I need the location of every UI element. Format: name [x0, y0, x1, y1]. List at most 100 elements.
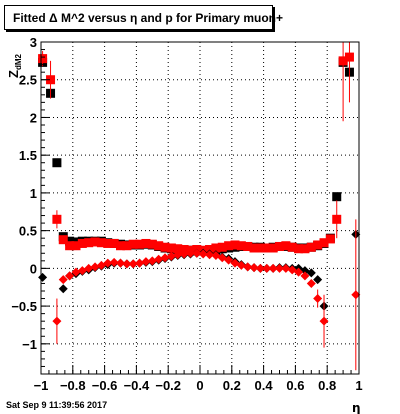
data-point-diamond	[52, 316, 62, 326]
data-point-diamond	[268, 263, 278, 273]
y-tick-label: 2.5	[19, 73, 37, 88]
y-axis-label-sub: dM2	[14, 53, 23, 70]
data-point-square	[338, 56, 348, 66]
x-axis-label: η	[352, 401, 361, 414]
chart-title: Fitted Δ M^2 versus η and p for Primary …	[13, 11, 284, 25]
data-point-diamond	[281, 263, 291, 273]
data-point-square	[249, 243, 259, 253]
data-point-square	[211, 243, 221, 253]
data-point-square	[116, 241, 125, 251]
x-tick-label: 0.6	[286, 378, 304, 393]
data-point-square	[275, 241, 284, 251]
plot-area	[41, 42, 359, 374]
data-point-square	[313, 240, 323, 250]
timestamp: Sat Sep 9 11:39:56 2017	[6, 400, 108, 410]
data-point-square	[255, 243, 265, 253]
data-point-square	[217, 242, 227, 252]
data-point-square	[332, 214, 342, 224]
data-point-square	[96, 238, 106, 248]
data-point-square	[84, 238, 94, 248]
data-point-diamond	[58, 275, 68, 285]
y-tick-label: −0.5	[11, 299, 37, 314]
data-point-diamond	[90, 262, 100, 272]
x-tick-label: 0.2	[223, 378, 241, 393]
data-point-square	[332, 192, 342, 202]
data-point-square	[128, 239, 138, 249]
data-point-square	[268, 243, 278, 253]
data-point-square	[179, 245, 189, 254]
data-point-diamond	[224, 255, 234, 265]
data-point-square	[38, 54, 48, 64]
x-tick-label: −0.6	[92, 378, 118, 393]
data-point-square	[243, 241, 253, 251]
x-tick-label: −1	[34, 378, 49, 393]
data-point-square	[294, 244, 304, 254]
data-point-diamond	[319, 316, 329, 326]
data-point-diamond	[154, 254, 164, 264]
data-point-square	[141, 238, 151, 248]
data-point-square	[344, 52, 354, 62]
data-point-diamond	[262, 263, 272, 273]
data-point-diamond	[351, 290, 361, 300]
x-tick-label: −0.4	[124, 378, 150, 393]
data-point-square	[160, 242, 170, 252]
data-point-diamond	[294, 267, 304, 277]
data-point-diamond	[58, 284, 68, 294]
data-point-square	[236, 241, 246, 251]
y-tick-label: 1	[30, 186, 37, 201]
data-point-diamond	[211, 251, 221, 261]
y-axis-label-main: Z	[6, 70, 21, 78]
data-point-diamond	[185, 248, 195, 258]
data-point-diamond	[275, 263, 284, 273]
data-point-square	[77, 238, 87, 248]
y-tick-label: 1.5	[19, 148, 37, 163]
data-point-square	[46, 75, 56, 85]
data-point-diamond	[313, 275, 323, 285]
data-point-square	[52, 158, 62, 168]
data-point-diamond	[116, 258, 125, 268]
data-point-square	[287, 242, 297, 252]
x-tick-label: 0	[196, 378, 203, 393]
data-point-square	[103, 238, 113, 248]
x-tick-label: 1	[355, 378, 362, 393]
data-point-diamond	[313, 294, 323, 304]
data-point-diamond	[38, 272, 48, 282]
data-point-diamond	[198, 249, 208, 259]
data-point-diamond	[122, 259, 132, 269]
data-point-diamond	[147, 256, 157, 266]
data-point-square	[65, 241, 75, 251]
y-axis-label: ZdM2	[6, 53, 23, 78]
x-tick-label: −0.8	[60, 378, 86, 393]
data-point-diamond	[71, 267, 81, 277]
data-point-diamond	[128, 259, 138, 269]
data-marks	[38, 42, 361, 371]
data-point-diamond	[300, 271, 310, 281]
data-point-diamond	[243, 262, 253, 272]
data-point-diamond	[179, 249, 189, 259]
data-point-diamond	[192, 248, 202, 258]
data-point-square	[52, 214, 62, 224]
title-box: Fitted Δ M^2 versus η and p for Primary …	[4, 5, 283, 30]
data-point-square	[173, 244, 183, 254]
x-tick-label: −0.2	[155, 378, 181, 393]
grid	[41, 42, 359, 374]
axes: −1 −0.8 −0.6 −0.4 −0.2 0 0.2 0.4 0.6 0.8 1 −1 −0.5 0 0…	[11, 35, 362, 393]
data-point-diamond	[103, 258, 113, 268]
data-point-square	[205, 245, 215, 254]
data-point-diamond	[205, 250, 215, 260]
data-point-diamond	[166, 251, 176, 261]
y-tick-label: −1	[22, 337, 37, 352]
data-point-diamond	[135, 258, 145, 268]
data-point-diamond	[249, 263, 259, 273]
data-point-square	[300, 244, 310, 254]
data-point-square	[58, 235, 68, 245]
data-point-square	[65, 236, 75, 246]
data-point-diamond	[306, 278, 316, 288]
data-point-diamond	[236, 260, 246, 270]
data-point-diamond	[84, 263, 94, 273]
y-tick-label: 0.5	[19, 224, 37, 239]
data-point-square	[319, 238, 329, 248]
data-point-square	[147, 239, 157, 249]
data-point-square	[166, 243, 176, 253]
